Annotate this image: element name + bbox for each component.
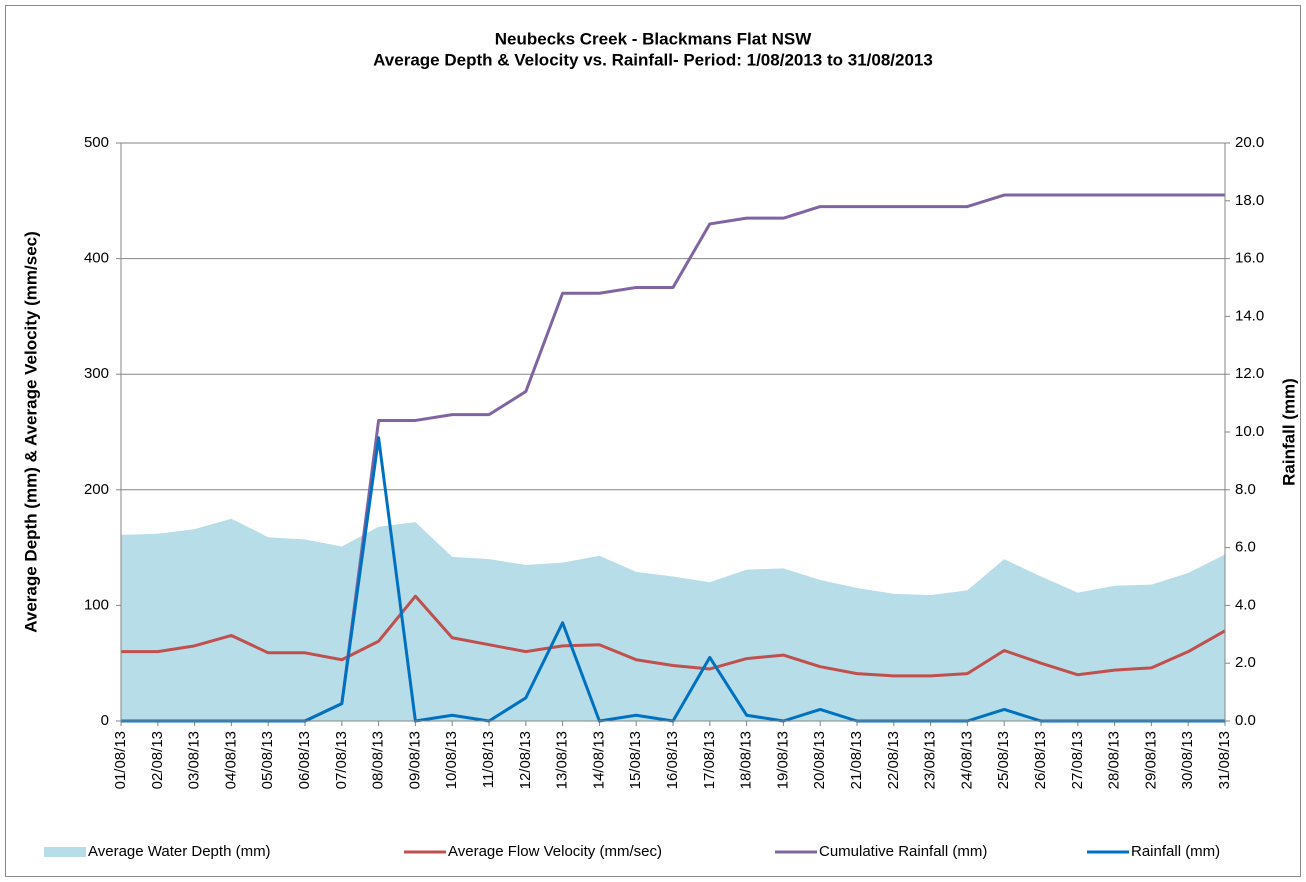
y2-tick-label: 14.0 [1235,307,1264,324]
x-tick-label: 09/08/13 [406,731,423,789]
x-tick-label: 16/08/13 [664,731,681,789]
x-tick-label: 06/08/13 [296,731,313,789]
x-tick-label: 31/08/13 [1216,731,1233,789]
x-tick-label: 05/08/13 [259,731,276,789]
x-tick-label: 22/08/13 [885,731,902,789]
x-tick-label: 03/08/13 [186,731,203,789]
y-tick-label: 100 [84,596,109,613]
y2-tick-label: 10.0 [1235,423,1264,440]
y2-tick-label: 4.0 [1235,596,1256,613]
y2-tick-label: 16.0 [1235,250,1264,267]
y2-tick-label: 12.0 [1235,365,1264,382]
legend-swatch [44,847,86,857]
x-tick-label: 14/08/13 [590,731,607,789]
x-tick-label: 26/08/13 [1032,731,1049,789]
x-tick-label: 27/08/13 [1069,731,1086,789]
chart-border [5,5,1301,877]
x-tick-label: 18/08/13 [738,731,755,789]
x-tick-label: 12/08/13 [517,731,534,789]
legend-label: Average Flow Velocity (mm/sec) [448,843,662,860]
y-tick-label: 200 [84,481,109,498]
y2-tick-label: 8.0 [1235,481,1256,498]
y2-tick-label: 0.0 [1235,712,1256,729]
x-tick-label: 11/08/13 [480,731,497,788]
x-tick-label: 29/08/13 [1142,731,1159,789]
x-tick-label: 17/08/13 [701,731,718,789]
y-tick-label: 500 [84,134,109,151]
legend-label: Rainfall (mm) [1131,843,1220,860]
x-tick-label: 23/08/13 [922,731,939,789]
x-tick-label: 20/08/13 [811,731,828,789]
legend-label: Cumulative Rainfall (mm) [819,843,987,860]
x-tick-label: 25/08/13 [995,731,1012,789]
x-tick-label: 08/08/13 [370,731,387,789]
x-tick-label: 19/08/13 [774,731,791,789]
x-tick-label: 30/08/13 [1179,731,1196,789]
x-tick-label: 24/08/13 [958,731,975,789]
y2-axis-title: Rainfall (mm) [1279,378,1298,486]
x-tick-label: 07/08/13 [333,731,350,789]
line [121,594,1226,678]
y2-tick-label: 6.0 [1235,539,1256,556]
chart-title: Neubecks Creek - Blackmans Flat NSW [495,29,812,48]
x-tick-label: 15/08/13 [627,731,644,789]
y2-tick-label: 18.0 [1235,192,1264,209]
x-tick-label: 13/08/13 [554,731,571,789]
y-tick-label: 300 [84,365,109,382]
x-tick-label: 04/08/13 [222,731,239,789]
y-tick-label: 0 [101,712,109,729]
x-tick-label: 10/08/13 [443,731,460,789]
y2-tick-label: 2.0 [1235,654,1256,671]
y-axis-title: Average Depth (mm) & Average Velocity (m… [21,231,40,633]
x-tick-label: 01/08/13 [112,731,129,789]
legend-label: Average Water Depth (mm) [88,843,271,860]
y-tick-label: 400 [84,250,109,267]
y2-tick-label: 20.0 [1235,134,1264,151]
x-tick-label: 02/08/13 [149,731,166,789]
x-tick-label: 21/08/13 [848,731,865,789]
x-tick-label: 28/08/13 [1106,731,1123,789]
chart-subtitle: Average Depth & Velocity vs. Rainfall- P… [373,50,933,69]
